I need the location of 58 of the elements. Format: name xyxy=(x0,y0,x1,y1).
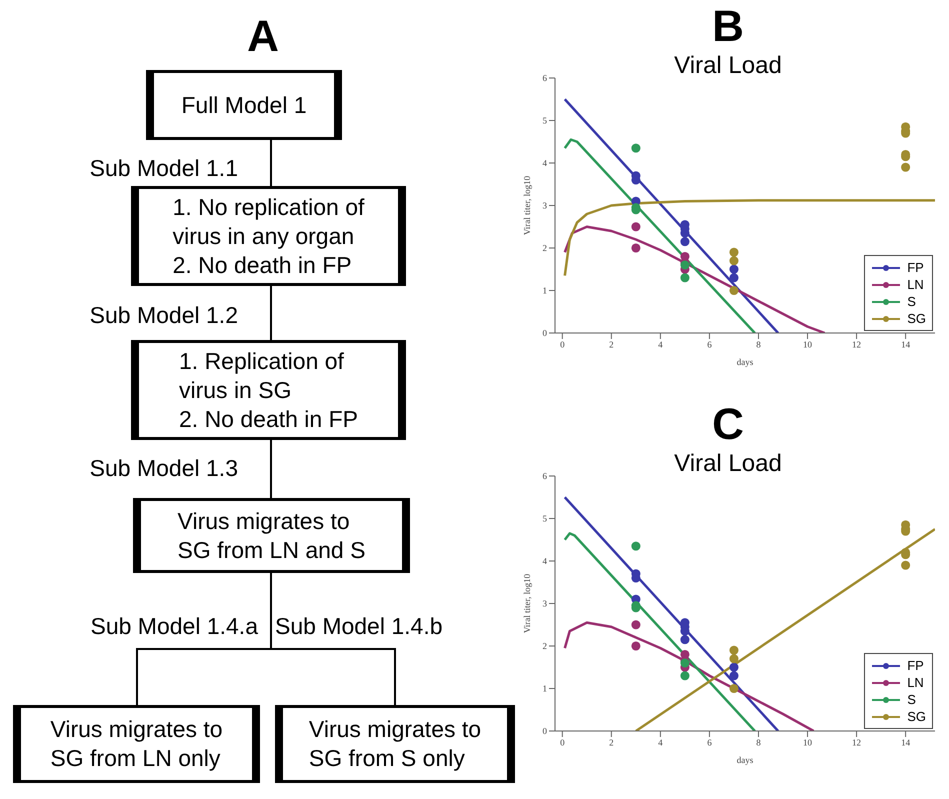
chart-subtitle: Viral Load xyxy=(674,52,782,79)
text: Sub Model 1.1 xyxy=(88,154,238,182)
chart-subtitle: Viral Load xyxy=(674,450,782,477)
text: Sub Model 1.3 xyxy=(88,454,238,482)
y-tick-label: 4 xyxy=(542,556,548,566)
box-frame: Virus migrates to SG from LN and S xyxy=(133,498,410,573)
legend-label: SG xyxy=(907,709,926,724)
y-tick-label: 0 xyxy=(542,328,548,338)
legend-label: FP xyxy=(907,658,924,673)
chart-title: C xyxy=(711,400,745,450)
box-frame: 1. Replication of virus in SG 2. No death in FP xyxy=(131,340,406,440)
y-axis-title: Viral titer, log10 xyxy=(522,175,532,236)
text: Sub Model 1.4.a xyxy=(89,612,258,640)
y-tick-label: 3 xyxy=(542,598,548,609)
box-frame: 1. No replication of virus in any organ 2. No death in FP xyxy=(131,186,406,286)
legend-label: LN xyxy=(907,675,924,690)
x-tick-label: 10 xyxy=(803,339,813,350)
box-frame: Virus migrates to SG from S only xyxy=(275,705,515,783)
x-tick-label: 14 xyxy=(901,737,911,748)
legend-label: S xyxy=(907,692,916,707)
x-tick-label: 4 xyxy=(658,737,664,748)
x-tick-label: 12 xyxy=(852,737,862,748)
y-tick-label: 3 xyxy=(542,200,548,211)
x-tick-label: 14 xyxy=(901,339,911,350)
text: A xyxy=(246,12,280,62)
box-frame: Virus migrates to SG from LN only xyxy=(13,705,260,783)
x-tick-label: 6 xyxy=(707,339,712,350)
x-tick-label: 8 xyxy=(756,737,762,748)
box-frame: Full Model 1 xyxy=(146,70,342,140)
legend-label: LN xyxy=(907,277,924,292)
y-tick-label: 6 xyxy=(542,73,548,84)
y-tick-label: 5 xyxy=(542,116,548,126)
legend-label: S xyxy=(907,294,916,309)
legend-label: FP xyxy=(907,260,924,275)
x-tick-label: 10 xyxy=(803,737,813,748)
y-tick-label: 5 xyxy=(542,514,548,524)
y-tick-label: 0 xyxy=(542,726,548,736)
y-tick-label: 4 xyxy=(542,158,548,168)
y-tick-label: 2 xyxy=(542,243,547,254)
text: Sub Model 1.2 xyxy=(88,300,238,330)
legend-label: SG xyxy=(907,311,926,326)
x-tick-label: 6 xyxy=(707,737,712,748)
x-tick-label: 4 xyxy=(658,339,664,350)
text: Sub Model 1.4.b xyxy=(275,612,444,640)
x-tick-label: 2 xyxy=(609,737,614,748)
y-tick-label: 1 xyxy=(542,684,547,694)
y-axis-title: Viral titer, log10 xyxy=(522,573,532,634)
x-axis-title: days xyxy=(736,755,754,765)
x-tick-label: 8 xyxy=(756,339,762,350)
y-tick-label: 6 xyxy=(542,471,548,482)
x-tick-label: 12 xyxy=(852,339,862,350)
y-tick-label: 1 xyxy=(542,286,547,296)
x-tick-label: 2 xyxy=(609,339,614,350)
x-axis-title: days xyxy=(736,357,754,367)
chart-title: B xyxy=(711,7,745,52)
x-tick-label: 0 xyxy=(560,737,566,748)
y-tick-label: 2 xyxy=(542,641,547,652)
x-tick-label: 0 xyxy=(560,339,566,350)
